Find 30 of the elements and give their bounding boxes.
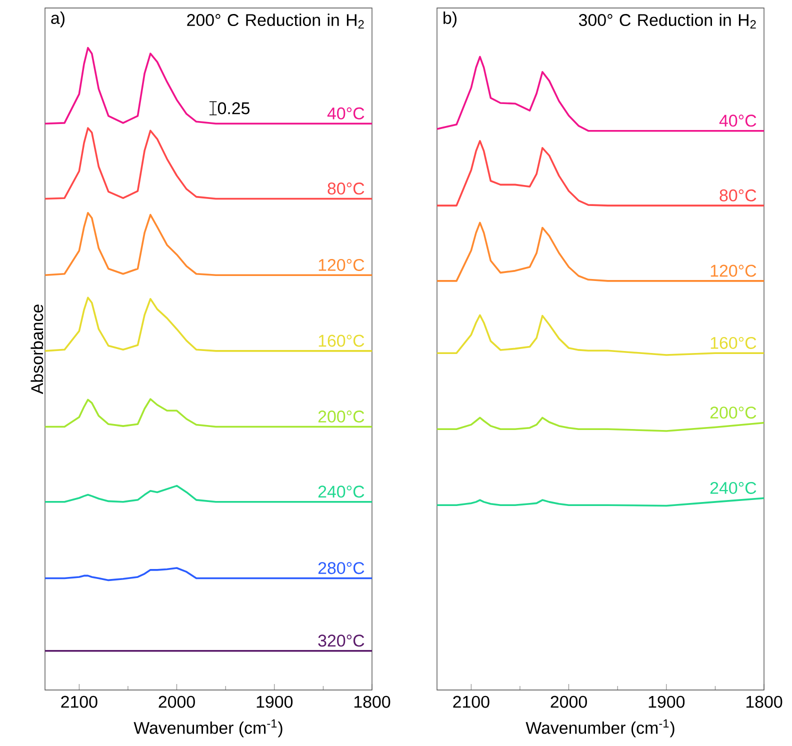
series-label: 80°C xyxy=(328,182,364,195)
chart-title: 200° C Reduction in H$_{2}$ xyxy=(187,14,364,28)
series-label: 160°C xyxy=(318,334,364,347)
x-tick-label: 1800 xyxy=(746,696,782,708)
series-label: 40°C xyxy=(719,114,756,127)
series-label: 320°C xyxy=(318,634,364,647)
x-tick-label: 2000 xyxy=(158,696,195,708)
x-tick-label: 2100 xyxy=(453,696,490,708)
x-axis-title: Wavenumber (cm$^{-1}$) xyxy=(134,719,282,738)
series-label: 200°C xyxy=(710,406,756,419)
series-label: 280°C xyxy=(318,562,364,574)
text: b) xyxy=(444,12,456,28)
x-tick-label: 1900 xyxy=(648,696,685,708)
series-label: 160°C xyxy=(710,336,756,349)
series-label: 40°C xyxy=(327,107,364,120)
series-label: 240°C xyxy=(710,482,756,494)
text: a) xyxy=(51,12,64,28)
x-tick-label: 2000 xyxy=(550,696,587,708)
series-label: 120°C xyxy=(318,258,364,271)
x-tick-label: 2100 xyxy=(61,696,98,708)
x-tick-label: 1900 xyxy=(256,696,293,708)
series-label: 120°C xyxy=(710,264,756,277)
series-label: 200°C xyxy=(318,410,364,423)
x-tick-label: 1800 xyxy=(354,696,390,708)
annotation: 0.25 xyxy=(218,102,250,114)
chart-title: 300° C Reduction in H$_{2}$ xyxy=(578,14,756,28)
series-label: 240°C xyxy=(318,486,364,498)
y-axis-title: Absorbance xyxy=(30,304,44,394)
series-label: 80°C xyxy=(720,189,756,202)
x-axis-title: Wavenumber (cm$^{-1}$) xyxy=(526,719,674,738)
